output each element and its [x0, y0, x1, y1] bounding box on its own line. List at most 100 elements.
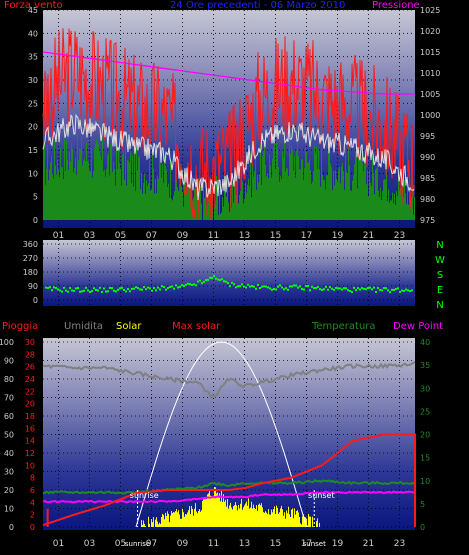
- direction-tick: 180: [23, 268, 38, 277]
- direction-point: [351, 291, 353, 294]
- direction-point: [281, 286, 283, 289]
- direction-point: [89, 291, 91, 294]
- wind-tick: 40: [28, 29, 38, 38]
- direction-point: [147, 286, 149, 289]
- direction-point: [69, 287, 71, 290]
- direction-point: [357, 287, 359, 290]
- direction-point: [167, 286, 169, 289]
- rain-tick: 28: [25, 350, 35, 359]
- direction-point: [367, 286, 369, 289]
- direction-point: [99, 286, 101, 289]
- direction-point: [81, 290, 83, 293]
- pressure-tick: 990: [420, 153, 435, 162]
- wind-tick: 15: [28, 146, 38, 155]
- direction-point: [379, 288, 381, 291]
- direction-point: [371, 288, 373, 291]
- series-rain: [42, 433, 416, 527]
- compass-label: S: [437, 270, 443, 281]
- direction-point: [221, 278, 223, 281]
- direction-point: [189, 283, 191, 286]
- direction-point: [187, 282, 189, 285]
- rain-tick: 6: [30, 486, 35, 495]
- direction-point: [313, 287, 315, 290]
- compass-label: N: [436, 300, 443, 311]
- direction-point: [267, 286, 269, 289]
- direction-point: [401, 289, 403, 292]
- humidity-tick: 60: [4, 412, 14, 421]
- direction-point: [213, 275, 215, 278]
- pressure-tick: 985: [420, 174, 435, 183]
- direction-point: [309, 289, 311, 292]
- series-temperature: [42, 478, 416, 495]
- direction-point: [91, 290, 93, 293]
- direction-point: [349, 290, 351, 293]
- rain-tick: 4: [30, 498, 35, 507]
- direction-point: [55, 286, 57, 289]
- direction-point: [291, 285, 293, 288]
- direction-point: [277, 285, 279, 288]
- direction-point: [191, 283, 193, 286]
- hour-label: 21: [363, 539, 374, 549]
- direction-point: [65, 289, 67, 292]
- direction-point: [151, 289, 153, 292]
- direction-point: [375, 290, 377, 293]
- direction-point: [117, 288, 119, 291]
- rain-tick: 12: [25, 449, 35, 458]
- hour-label: 15: [270, 231, 281, 241]
- direction-point: [67, 290, 69, 293]
- direction-point: [333, 288, 335, 291]
- pressure-tick: 1015: [420, 48, 440, 57]
- direction-point: [403, 289, 405, 292]
- legend-temperature: Temperatura: [312, 321, 376, 332]
- direction-point: [383, 287, 385, 290]
- pressure-tick: 1025: [420, 6, 440, 15]
- direction-tick: 270: [23, 254, 38, 263]
- hour-label: 23: [394, 231, 405, 241]
- direction-point: [261, 285, 263, 288]
- direction-point: [387, 289, 389, 292]
- hour-label: 09: [177, 231, 189, 241]
- direction-point: [181, 284, 183, 287]
- direction-point: [239, 285, 241, 288]
- direction-point: [405, 288, 407, 291]
- humidity-tick: 30: [4, 468, 14, 477]
- direction-point: [199, 279, 201, 282]
- wind-tick: 0: [33, 216, 38, 225]
- direction-point: [155, 289, 157, 292]
- direction-point: [153, 287, 155, 290]
- rain-tick: 20: [25, 400, 35, 409]
- rain-tick: 30: [25, 338, 35, 347]
- direction-point: [319, 288, 321, 291]
- direction-point: [307, 284, 309, 287]
- wind-tick: 45: [28, 6, 38, 15]
- hour-label: 19: [332, 231, 344, 241]
- direction-point: [397, 287, 399, 290]
- compass-label: E: [437, 285, 443, 296]
- direction-tick: 90: [28, 282, 38, 291]
- direction-point: [265, 285, 267, 288]
- direction-point: [233, 283, 235, 286]
- direction-point: [105, 290, 107, 293]
- direction-point: [73, 289, 75, 292]
- direction-point: [115, 290, 117, 293]
- pressure-tick: 975: [420, 216, 435, 225]
- direction-point: [361, 287, 363, 290]
- direction-point: [157, 286, 159, 289]
- humidity-tick: 80: [4, 375, 14, 384]
- humidity-tick: 0: [9, 523, 14, 532]
- direction-point: [129, 290, 131, 293]
- direction-point: [223, 280, 225, 283]
- direction-point: [119, 287, 121, 290]
- series-wind-average: [42, 113, 415, 201]
- pressure-axis-label: Pressione: [372, 0, 420, 11]
- direction-point: [175, 284, 177, 287]
- direction-point: [225, 280, 227, 283]
- direction-point: [141, 288, 143, 291]
- direction-point: [231, 281, 233, 284]
- hour-label: 05: [115, 231, 126, 241]
- temperature-tick: 5: [420, 500, 425, 509]
- direction-point: [111, 287, 113, 290]
- direction-point: [237, 285, 239, 288]
- hour-label: 01: [53, 539, 64, 549]
